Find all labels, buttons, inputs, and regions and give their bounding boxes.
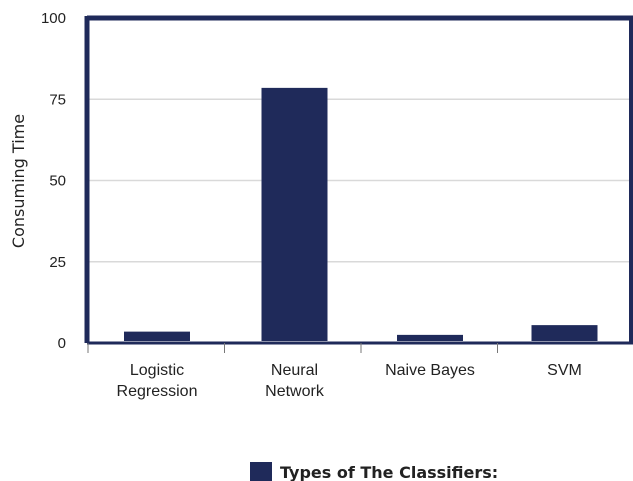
y-tick-labels: 0 25 50 75 100 — [41, 10, 66, 352]
bar — [261, 87, 328, 341]
bars — [124, 87, 598, 341]
x-tick-label-line: Regression — [117, 383, 198, 400]
legend: Types of The Classifiers: — [250, 462, 498, 481]
x-tick-label: Naive Bayes — [385, 362, 475, 379]
y-tick-label: 50 — [49, 173, 66, 190]
x-tick-label-line: Logistic — [130, 362, 184, 379]
x-tick-label-line: Network — [265, 383, 325, 400]
bar — [397, 334, 463, 341]
y-tick-label: 0 — [58, 335, 66, 352]
bar — [124, 331, 190, 341]
y-tick-label: 25 — [49, 254, 66, 271]
x-tick-label-line: Neural — [271, 362, 318, 379]
x-tick-label: Neural Network — [265, 362, 325, 400]
x-tick-label-line: SVM — [547, 362, 582, 379]
x-tick-label-line: Naive Bayes — [385, 362, 475, 379]
y-axis-title: Consuming Time — [9, 114, 28, 248]
legend-swatch — [250, 462, 272, 481]
legend-label: Types of The Classifiers: — [280, 463, 498, 481]
y-tick-label: 75 — [49, 91, 66, 108]
plot-frame — [84, 15, 633, 345]
x-tick-label: Logistic Regression — [117, 362, 198, 400]
x-axis: Logistic Regression Neural Network Naive Bay… — [87, 343, 582, 400]
grid-lines — [87, 98, 633, 263]
y-tick-label: 100 — [41, 10, 66, 27]
x-tick-label: SVM — [547, 362, 582, 379]
bar — [531, 325, 598, 341]
